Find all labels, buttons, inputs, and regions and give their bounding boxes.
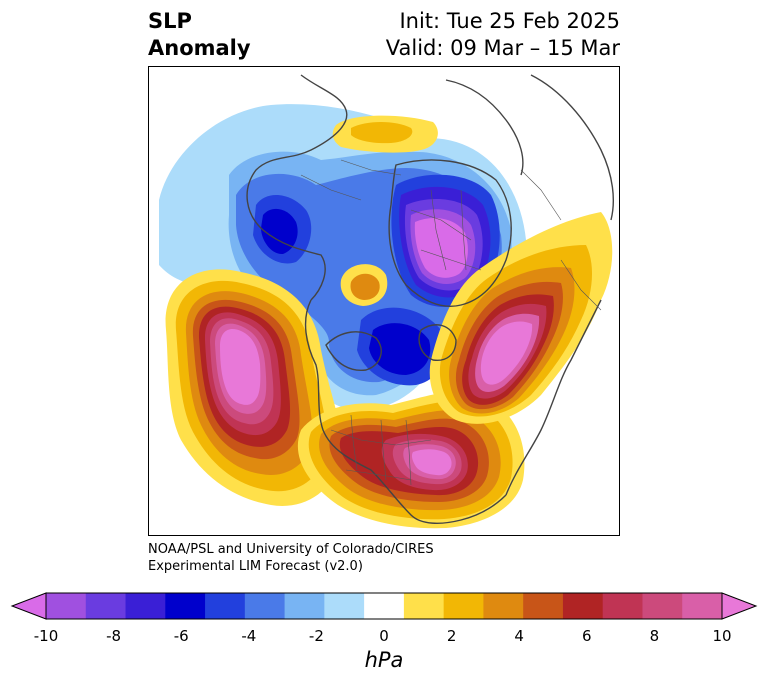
colorbar-segment — [364, 593, 405, 619]
colorbar-tick-label: -8 — [106, 627, 122, 645]
colorbar-segment — [165, 593, 206, 619]
political-borders — [300, 159, 602, 486]
colorbar-tick-label: 8 — [649, 627, 660, 645]
positive-anomaly-europe — [332, 115, 438, 153]
colorbar — [10, 592, 758, 620]
colorbar-segment — [682, 593, 723, 619]
colorbar-unit-label: hPa — [364, 648, 404, 672]
colorbar-tick-label: -6 — [173, 627, 189, 645]
colorbar-segment — [562, 593, 604, 619]
colorbar-segment — [46, 593, 87, 619]
colorbar-segment — [602, 593, 643, 619]
negative-anomaly-siberia — [159, 104, 527, 411]
colorbar-segment — [85, 593, 127, 619]
colorbar-segment — [403, 593, 445, 619]
credit-line-2: Experimental LIM Forecast (v2.0) — [148, 559, 363, 574]
colorbar-tick-label: 0 — [379, 627, 389, 645]
anomaly-map — [159, 74, 614, 529]
colorbar-outline — [45, 592, 723, 620]
colorbar-segment — [523, 593, 564, 619]
colorbar-extend-high — [721, 592, 758, 620]
colorbar-segment — [205, 593, 246, 619]
coastlines — [246, 74, 614, 524]
positive-anomaly-pacific — [165, 269, 342, 506]
colorbar-segment — [125, 593, 166, 619]
map-title: SLP Anomaly — [148, 8, 251, 62]
title-line-2: Anomaly — [148, 36, 251, 60]
positive-anomaly-atlantic — [429, 212, 613, 424]
title-line-1: SLP — [148, 9, 192, 33]
credit-text: NOAA/PSL and University of Colorado/CIRE… — [148, 541, 434, 575]
colorbar-tick-label: 6 — [582, 627, 592, 645]
map-panel — [148, 66, 620, 536]
colorbar-tick-label: 10 — [712, 627, 732, 645]
colorbar-tick-label: 4 — [514, 627, 524, 645]
valid-dates: Valid: 09 Mar – 15 Mar — [385, 36, 620, 60]
colorbar-tick-label: 2 — [446, 627, 457, 645]
colorbar-segment — [284, 593, 325, 619]
colorbar-tick-label: -2 — [308, 627, 324, 645]
colorbar-tick-label: -4 — [241, 627, 257, 645]
colorbar-segment — [324, 593, 365, 619]
colorbar-segment — [443, 593, 484, 619]
colorbar-segment — [244, 593, 286, 619]
positive-anomaly-small — [340, 264, 388, 306]
init-date: Init: Tue 25 Feb 2025 — [399, 9, 620, 33]
colorbar-extend-low — [10, 592, 47, 620]
forecast-dates: Init: Tue 25 Feb 2025 Valid: 09 Mar – 15… — [386, 8, 620, 62]
colorbar-tick-label: -10 — [33, 627, 59, 645]
positive-anomaly-north-america — [297, 390, 525, 529]
colorbar-segment — [483, 593, 524, 619]
colorbar-segment — [642, 593, 683, 619]
credit-line-1: NOAA/PSL and University of Colorado/CIRE… — [148, 542, 434, 557]
